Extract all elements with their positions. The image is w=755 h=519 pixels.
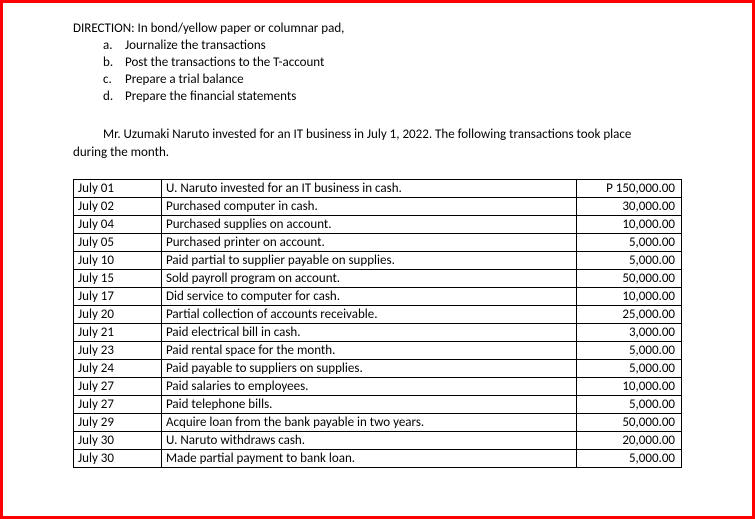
direction-heading: DIRECTION: In bond/yellow paper or colum… — [73, 21, 682, 36]
list-marker: d. — [103, 89, 125, 104]
direction-list: a.Journalize the transactions b.Post the… — [73, 38, 682, 104]
table-row: July 30U. Naruto withdraws cash.20,000.0… — [74, 432, 682, 450]
table-row: July 20Partial collection of accounts re… — [74, 306, 682, 324]
table-row: July 30Made partial payment to bank loan… — [74, 450, 682, 468]
amount-cell: 5,000.00 — [577, 342, 682, 360]
description-cell: Purchased computer in cash. — [162, 198, 577, 216]
direction-item: b.Post the transactions to the T-account — [103, 55, 682, 70]
table-row: July 29Acquire loan from the bank payabl… — [74, 414, 682, 432]
date-cell: July 21 — [74, 324, 162, 342]
list-text: Prepare the financial statements — [125, 89, 296, 104]
table-row: July 17Did service to computer for cash.… — [74, 288, 682, 306]
description-cell: Paid partial to supplier payable on supp… — [162, 252, 577, 270]
table-row: July 23Paid rental space for the month.5… — [74, 342, 682, 360]
description-cell: Made partial payment to bank loan. — [162, 450, 577, 468]
date-cell: July 30 — [74, 450, 162, 468]
list-text: Post the transactions to the T-account — [125, 55, 324, 70]
table-row: July 24Paid payable to suppliers on supp… — [74, 360, 682, 378]
table-row: July 04Purchased supplies on account.10,… — [74, 216, 682, 234]
description-cell: Acquire loan from the bank payable in tw… — [162, 414, 577, 432]
date-cell: July 15 — [74, 270, 162, 288]
description-cell: Paid salaries to employees. — [162, 378, 577, 396]
date-cell: July 01 — [74, 180, 162, 198]
table-row: July 10Paid partial to supplier payable … — [74, 252, 682, 270]
date-cell: July 04 — [74, 216, 162, 234]
date-cell: July 27 — [74, 396, 162, 414]
date-cell: July 27 — [74, 378, 162, 396]
description-cell: U. Naruto withdraws cash. — [162, 432, 577, 450]
description-cell: Partial collection of accounts receivabl… — [162, 306, 577, 324]
intro-line1: Mr. Uzumaki Naruto invested for an IT bu… — [73, 126, 682, 144]
amount-cell: 30,000.00 — [577, 198, 682, 216]
intro-line2: during the month. — [73, 144, 682, 162]
description-cell: Paid payable to suppliers on supplies. — [162, 360, 577, 378]
date-cell: July 29 — [74, 414, 162, 432]
date-cell: July 23 — [74, 342, 162, 360]
direction-item: c.Prepare a trial balance — [103, 72, 682, 87]
date-cell: July 02 — [74, 198, 162, 216]
amount-cell: 25,000.00 — [577, 306, 682, 324]
amount-cell: 5,000.00 — [577, 252, 682, 270]
table-row: July 27Paid salaries to employees.10,000… — [74, 378, 682, 396]
direction-item: a.Journalize the transactions — [103, 38, 682, 53]
table-row: July 27Paid telephone bills.5,000.00 — [74, 396, 682, 414]
description-cell: Paid electrical bill in cash. — [162, 324, 577, 342]
list-text: Prepare a trial balance — [125, 72, 244, 87]
amount-cell: 10,000.00 — [577, 288, 682, 306]
amount-cell: 10,000.00 — [577, 216, 682, 234]
list-marker: b. — [103, 55, 125, 70]
date-cell: July 20 — [74, 306, 162, 324]
table-row: July 21Paid electrical bill in cash.3,00… — [74, 324, 682, 342]
amount-cell: 3,000.00 — [577, 324, 682, 342]
description-cell: U. Naruto invested for an IT business in… — [162, 180, 577, 198]
description-cell: Paid rental space for the month. — [162, 342, 577, 360]
description-cell: Purchased supplies on account. — [162, 216, 577, 234]
amount-cell: 50,000.00 — [577, 414, 682, 432]
amount-cell: 5,000.00 — [577, 234, 682, 252]
table-row: July 02Purchased computer in cash.30,000… — [74, 198, 682, 216]
amount-cell: 5,000.00 — [577, 450, 682, 468]
direction-item: d.Prepare the financial statements — [103, 89, 682, 104]
list-text: Journalize the transactions — [125, 38, 266, 53]
amount-cell: 50,000.00 — [577, 270, 682, 288]
table-row: July 05Purchased printer on account.5,00… — [74, 234, 682, 252]
description-cell: Did service to computer for cash. — [162, 288, 577, 306]
table-row: July 15Sold payroll program on account.5… — [74, 270, 682, 288]
list-marker: a. — [103, 38, 125, 53]
amount-cell: 5,000.00 — [577, 360, 682, 378]
list-marker: c. — [103, 72, 125, 87]
table-row: July 01U. Naruto invested for an IT busi… — [74, 180, 682, 198]
date-cell: July 17 — [74, 288, 162, 306]
date-cell: July 30 — [74, 432, 162, 450]
description-cell: Paid telephone bills. — [162, 396, 577, 414]
description-cell: Purchased printer on account. — [162, 234, 577, 252]
amount-cell: 20,000.00 — [577, 432, 682, 450]
amount-cell: P 150,000.00 — [577, 180, 682, 198]
amount-cell: 5,000.00 — [577, 396, 682, 414]
date-cell: July 24 — [74, 360, 162, 378]
description-cell: Sold payroll program on account. — [162, 270, 577, 288]
date-cell: July 05 — [74, 234, 162, 252]
date-cell: July 10 — [74, 252, 162, 270]
intro-paragraph: Mr. Uzumaki Naruto invested for an IT bu… — [73, 126, 682, 161]
transactions-table: July 01U. Naruto invested for an IT busi… — [73, 179, 682, 468]
amount-cell: 10,000.00 — [577, 378, 682, 396]
